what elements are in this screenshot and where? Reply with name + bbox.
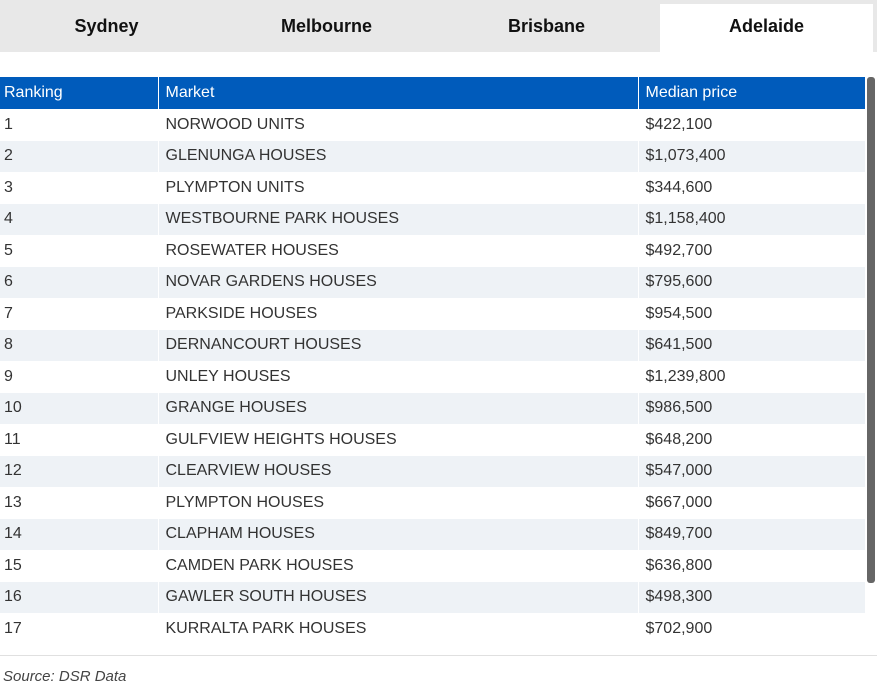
table-cell: GRANGE HOUSES bbox=[158, 392, 639, 424]
table-cell: $492,700 bbox=[638, 235, 866, 267]
table-cell: $702,900 bbox=[638, 613, 866, 645]
table-cell: $954,500 bbox=[638, 298, 866, 330]
table-cell: GAWLER SOUTH HOUSES bbox=[158, 581, 639, 613]
table-cell: CAMDEN PARK HOUSES bbox=[158, 550, 639, 582]
table-cell: UNLEY HOUSES bbox=[158, 361, 639, 393]
column-header: Median price bbox=[638, 77, 866, 109]
table-cell: ROSEWATER HOUSES bbox=[158, 235, 639, 267]
table-row: 1 NORWOOD UNITS $422,100 bbox=[0, 109, 866, 141]
tab[interactable]: Brisbane bbox=[507, 16, 586, 36]
tab[interactable]: Sydney bbox=[74, 16, 139, 36]
source-note: Source: DSR Data bbox=[3, 668, 127, 685]
table-cell: $641,500 bbox=[638, 329, 866, 361]
table-cell: 4 bbox=[0, 203, 159, 235]
table-row: 14 CLAPHAM HOUSES $849,700 bbox=[0, 518, 866, 550]
table-cell: 8 bbox=[0, 329, 159, 361]
table-cell: WESTBOURNE PARK HOUSES bbox=[158, 203, 639, 235]
table-cell: 12 bbox=[0, 455, 159, 487]
table-row: 11 GULFVIEW HEIGHTS HOUSES $648,200 bbox=[0, 424, 866, 456]
scrollbar[interactable] bbox=[867, 77, 875, 583]
table-cell: $1,239,800 bbox=[638, 361, 866, 393]
table-cell: $344,600 bbox=[638, 172, 866, 204]
table-cell: $648,200 bbox=[638, 424, 866, 456]
column-header: Market bbox=[158, 77, 639, 109]
table-row: 2 GLENUNGA HOUSES $1,073,400 bbox=[0, 140, 866, 172]
table-cell: 10 bbox=[0, 392, 159, 424]
table-row: 9 UNLEY HOUSES $1,239,800 bbox=[0, 361, 866, 393]
table-row: 6 NOVAR GARDENS HOUSES $795,600 bbox=[0, 266, 866, 298]
table-cell: $636,800 bbox=[638, 550, 866, 582]
table-cell: $986,500 bbox=[638, 392, 866, 424]
table-row: 4 WESTBOURNE PARK HOUSES $1,158,400 bbox=[0, 203, 866, 235]
table-cell: 17 bbox=[0, 613, 159, 645]
table-row: 5 ROSEWATER HOUSES $492,700 bbox=[0, 235, 866, 267]
table-cell: $849,700 bbox=[638, 518, 866, 550]
table-cell: GLENUNGA HOUSES bbox=[158, 140, 639, 172]
table-row: 17 KURRALTA PARK HOUSES $702,900 bbox=[0, 613, 866, 645]
table-cell: PARKSIDE HOUSES bbox=[158, 298, 639, 330]
table-body: 1 NORWOOD UNITS $422,100 2 GLENUNGA HOUSES $1… bbox=[0, 109, 866, 645]
table-cell: $1,158,400 bbox=[638, 203, 866, 235]
table-cell: 3 bbox=[0, 172, 159, 204]
table-cell: $667,000 bbox=[638, 487, 866, 519]
table-cell: GULFVIEW HEIGHTS HOUSES bbox=[158, 424, 639, 456]
table-cell: PLYMPTON HOUSES bbox=[158, 487, 639, 519]
divider bbox=[0, 655, 877, 656]
table-row: 12 CLEARVIEW HOUSES $547,000 bbox=[0, 455, 866, 487]
tab[interactable]: Melbourne bbox=[280, 16, 372, 36]
table-cell: DERNANCOURT HOUSES bbox=[158, 329, 639, 361]
table-row: 13 PLYMPTON HOUSES $667,000 bbox=[0, 487, 866, 519]
table-cell: $795,600 bbox=[638, 266, 866, 298]
table-row: 15 CAMDEN PARK HOUSES $636,800 bbox=[0, 550, 866, 582]
table-cell: 7 bbox=[0, 298, 159, 330]
table-cell: NORWOOD UNITS bbox=[158, 109, 639, 141]
table-cell: 2 bbox=[0, 140, 159, 172]
table-cell: NOVAR GARDENS HOUSES bbox=[158, 266, 639, 298]
table-cell: CLEARVIEW HOUSES bbox=[158, 455, 639, 487]
table-cell: PLYMPTON UNITS bbox=[158, 172, 639, 204]
table-cell: 15 bbox=[0, 550, 159, 582]
table-cell: $498,300 bbox=[638, 581, 866, 613]
table-cell: $422,100 bbox=[638, 109, 866, 141]
table-cell: 11 bbox=[0, 424, 159, 456]
table-cell: CLAPHAM HOUSES bbox=[158, 518, 639, 550]
table-cell: 14 bbox=[0, 518, 159, 550]
tab[interactable]: Adelaide bbox=[660, 4, 873, 52]
column-header: Ranking bbox=[0, 77, 159, 109]
tab-bar: Sydney Melbourne Brisbane Adelaide bbox=[0, 0, 877, 52]
table-cell: 1 bbox=[0, 109, 159, 141]
table-cell: 9 bbox=[0, 361, 159, 393]
table-cell: $1,073,400 bbox=[638, 140, 866, 172]
table-cell: KURRALTA PARK HOUSES bbox=[158, 613, 639, 645]
header-row: Ranking Market Median price bbox=[0, 77, 866, 109]
table-row: 7 PARKSIDE HOUSES $954,500 bbox=[0, 298, 866, 330]
table-cell: 6 bbox=[0, 266, 159, 298]
table-row: 8 DERNANCOURT HOUSES $641,500 bbox=[0, 329, 866, 361]
table-container: Ranking Market Median price 1 NORWOOD UNITS… bbox=[0, 77, 866, 655]
table-cell: $547,000 bbox=[638, 455, 866, 487]
table-cell: 16 bbox=[0, 581, 159, 613]
table-row: 16 GAWLER SOUTH HOUSES $498,300 bbox=[0, 581, 866, 613]
table-cell: 5 bbox=[0, 235, 159, 267]
table-row: 10 GRANGE HOUSES $986,500 bbox=[0, 392, 866, 424]
table-cell: 13 bbox=[0, 487, 159, 519]
table-row: 3 PLYMPTON UNITS $344,600 bbox=[0, 172, 866, 204]
ranking-table: Ranking Market Median price 1 NORWOOD UNITS… bbox=[0, 77, 866, 645]
